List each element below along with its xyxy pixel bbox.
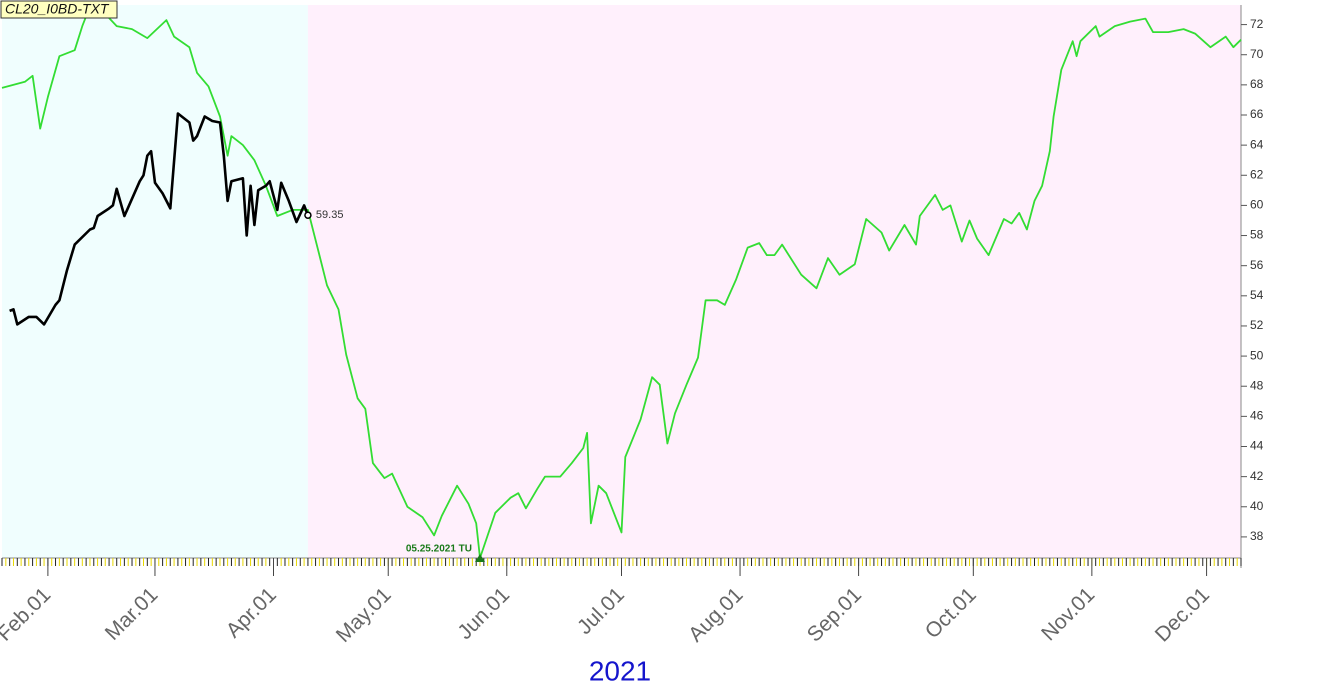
- y-tick-label: 60: [1250, 198, 1264, 212]
- chart-title: CL20_I0BD-TXT: [5, 1, 110, 17]
- title-box: [0, 0, 118, 19]
- y-tick-label: 64: [1250, 137, 1264, 151]
- last-point: [304, 211, 312, 219]
- y-tick-label: 62: [1250, 167, 1264, 181]
- y-tick-label: 50: [1250, 348, 1264, 362]
- series-line: [1, 5, 1242, 559]
- x-tick-label: Jun.01: [453, 583, 514, 644]
- y-tick-label: 52: [1250, 318, 1264, 332]
- y-tick-label: 38: [1250, 529, 1264, 543]
- y-tick-label: 42: [1250, 469, 1264, 483]
- x-tick-label: Jul.01: [573, 583, 629, 639]
- x-tick-label: Nov.01: [1037, 583, 1099, 645]
- y-tick-label: 70: [1250, 47, 1264, 61]
- y-tick-label: 54: [1250, 288, 1264, 302]
- x-tick-label: Dec.01: [1151, 583, 1214, 646]
- x-tick-label: Sep.01: [803, 583, 866, 646]
- x-tick-label: Apr.01: [222, 583, 281, 642]
- shaded-region: [2, 5, 308, 558]
- x-tick-label: Mar.01: [101, 583, 163, 645]
- x-tick-label: May.01: [332, 583, 396, 647]
- annotation-marker: [475, 554, 486, 562]
- x-tick-label: Aug.01: [684, 583, 747, 646]
- last-value-label: 59.35: [316, 209, 344, 221]
- shaded-region: [307, 5, 1242, 558]
- y-tick-label: 48: [1250, 378, 1264, 392]
- y-tick-label: 56: [1250, 258, 1264, 272]
- x-tick-label: Oct.01: [921, 583, 981, 643]
- annotation: 05.25.2021 TU: [406, 544, 472, 555]
- series-line: [9, 112, 310, 326]
- y-tick-label: 66: [1250, 107, 1264, 121]
- y-tick-label: 40: [1250, 499, 1264, 513]
- y-tick-label: 58: [1250, 228, 1264, 242]
- x-axis-label: 2021: [589, 655, 651, 686]
- y-tick-label: 72: [1250, 17, 1264, 31]
- x-tick-label: Feb.01: [0, 583, 55, 646]
- y-tick-label: 46: [1250, 409, 1264, 423]
- y-tick-label: 68: [1250, 77, 1264, 91]
- y-tick-label: 44: [1250, 439, 1264, 453]
